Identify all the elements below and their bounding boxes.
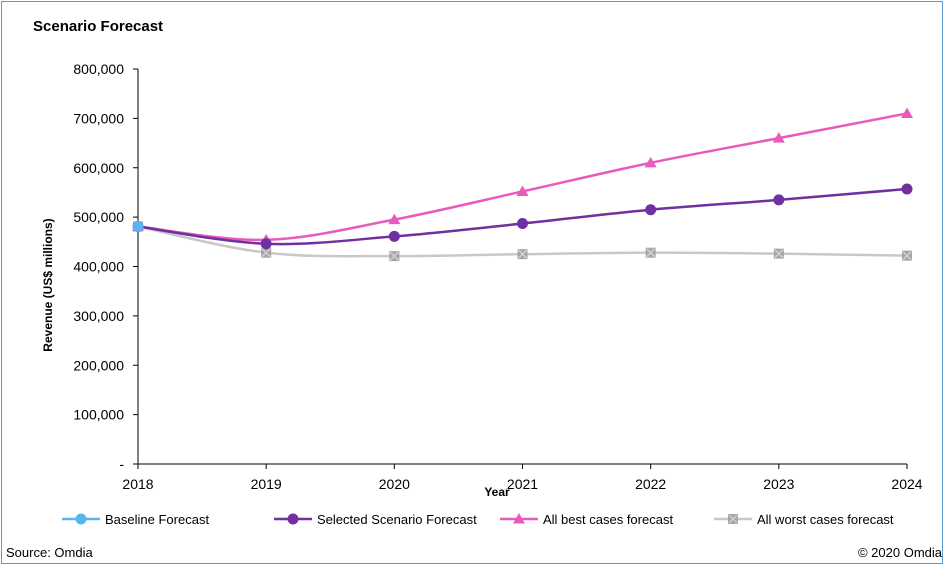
series-line	[137, 187, 908, 246]
data-point	[388, 230, 400, 242]
y-axis-label: Revenue (US$ millions)	[41, 218, 55, 351]
series-baseline-forecast	[132, 221, 144, 233]
y-tick-label: -	[119, 456, 124, 472]
data-point	[388, 213, 401, 225]
x-tick-label: 2018	[122, 476, 153, 492]
legend-label: All best cases forecast	[543, 512, 673, 527]
data-point	[517, 218, 528, 230]
data-point	[132, 221, 144, 233]
legend-label: All worst cases forecast	[757, 512, 894, 527]
y-tick-label: 200,000	[73, 357, 124, 373]
data-point	[645, 204, 657, 216]
x-axis-label: Year	[484, 485, 510, 499]
x-axis-ticks: 2018 2019 2020 2021 2022 2023 2024	[122, 464, 923, 492]
x-tick-label: 2020	[379, 476, 410, 492]
x-tick-label: 2022	[635, 476, 666, 492]
data-point	[901, 107, 913, 118]
x-tick-label: 2021	[507, 476, 538, 492]
legend-item: Baseline Forecast	[62, 512, 209, 527]
data-point	[902, 250, 912, 261]
legend-swatch-marker	[728, 514, 738, 524]
y-tick-label: 800,000	[73, 61, 124, 77]
data-point	[389, 251, 400, 262]
legend-item: All worst cases forecast	[714, 512, 894, 527]
data-point	[773, 194, 785, 206]
data-point	[901, 183, 913, 195]
x-tick-label: 2024	[891, 476, 922, 492]
y-tick-label: 700,000	[73, 110, 124, 126]
y-tick-label: 400,000	[73, 259, 124, 275]
legend-swatch-marker	[75, 513, 87, 525]
y-tick-label: 500,000	[73, 209, 124, 225]
y-tick-label: 300,000	[73, 308, 124, 324]
x-tick-label: 2019	[251, 476, 282, 492]
chart-title: Scenario Forecast	[33, 18, 164, 35]
data-point	[772, 132, 785, 143]
data-point	[644, 156, 657, 168]
copyright-note: © 2020 Omdia	[857, 545, 942, 560]
data-point	[261, 247, 272, 258]
y-tick-label: 100,000	[73, 407, 124, 423]
legend-item: All best cases forecast	[500, 512, 673, 527]
x-tick-label: 2023	[763, 476, 794, 492]
data-point	[517, 249, 528, 260]
source-note: Source: Omdia	[6, 545, 93, 560]
data-point	[645, 247, 656, 258]
legend: Baseline Forecast Selected Scenario Forec…	[62, 512, 894, 527]
legend-item: Selected Scenario Forecast	[274, 512, 477, 527]
legend-label: Selected Scenario Forecast	[317, 512, 477, 527]
legend-swatch-marker	[287, 513, 299, 525]
y-axis-ticks: - 100,000 200,000 300,000 400,000 500,000 600,…	[73, 61, 138, 472]
axes	[137, 69, 907, 465]
data-point	[516, 185, 529, 196]
y-tick-label: 600,000	[73, 160, 124, 176]
series-group	[132, 107, 913, 262]
legend-swatch-marker	[513, 513, 525, 524]
data-point	[773, 248, 784, 259]
legend-label: Baseline Forecast	[105, 512, 209, 527]
data-point	[260, 238, 272, 250]
